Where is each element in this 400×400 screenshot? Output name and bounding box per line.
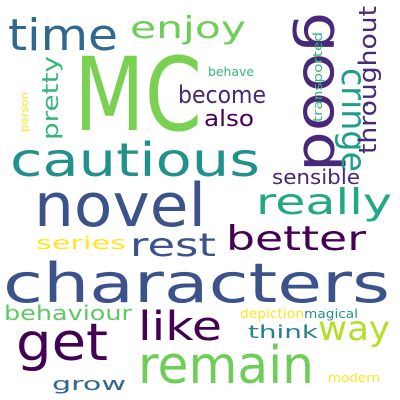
word-modern: modern: [328, 371, 380, 385]
word-sensible: sensible: [272, 165, 360, 189]
word-enjoy: enjoy: [130, 11, 246, 46]
word-also: also: [204, 107, 254, 132]
word-depiction: depiction: [240, 307, 304, 322]
word-person: person: [18, 92, 31, 132]
word-cringe: cringe: [333, 68, 373, 172]
word-characters: characters: [3, 252, 390, 315]
word-better: better: [226, 219, 366, 259]
word-good: good: [291, 12, 354, 172]
word-remain: remain: [138, 336, 314, 396]
word-way: way: [318, 309, 390, 349]
word-time: time: [8, 10, 118, 61]
word-transported: transported: [311, 32, 325, 122]
word-become: become: [178, 81, 266, 109]
word-cautious: cautious: [10, 133, 260, 187]
word-series: series: [36, 233, 126, 254]
word-think: think: [248, 322, 319, 343]
word-magical: magical: [304, 307, 358, 321]
word-behave: behave: [208, 65, 254, 79]
word-behaviour: behaviour: [4, 301, 133, 325]
word-throughout: throughout: [354, 6, 382, 154]
word-like: like: [138, 304, 222, 350]
word-grow: grow: [52, 374, 126, 395]
word-get: get: [16, 313, 108, 373]
word-mc: MC: [74, 36, 202, 155]
word-novel: novel: [34, 171, 206, 241]
word-pretty: pretty: [39, 56, 64, 140]
word-rest: rest: [130, 226, 216, 264]
word-really: really: [256, 182, 392, 223]
